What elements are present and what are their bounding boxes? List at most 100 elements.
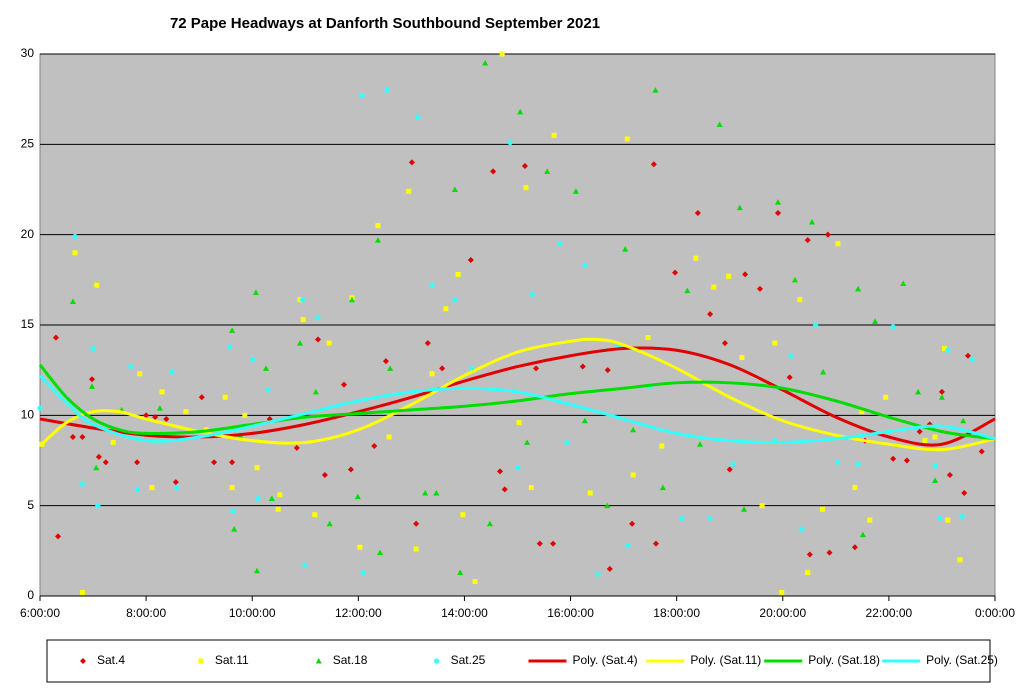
point	[536, 540, 543, 547]
point	[835, 241, 841, 247]
point	[521, 163, 528, 170]
point	[867, 517, 873, 523]
point	[859, 409, 865, 415]
point	[374, 237, 381, 243]
x-tick-label: 10:00:00	[229, 606, 276, 620]
point	[507, 139, 513, 146]
point	[371, 443, 378, 450]
point	[808, 219, 815, 225]
point	[775, 199, 782, 205]
point	[406, 188, 412, 194]
x-tick-label: 12:00:00	[335, 606, 382, 620]
point	[730, 461, 736, 467]
point	[312, 388, 319, 395]
point	[382, 358, 389, 365]
trend-line	[38, 363, 996, 441]
point	[604, 367, 611, 374]
point	[242, 412, 248, 418]
point	[315, 336, 322, 343]
legend-label: Sat.25	[451, 653, 486, 667]
point	[942, 345, 948, 351]
point	[650, 161, 657, 168]
point	[422, 490, 429, 496]
legend-label: Poly. (Sat.18)	[808, 653, 880, 667]
point	[711, 284, 717, 290]
point	[804, 237, 811, 244]
point	[297, 297, 303, 303]
point	[312, 512, 318, 518]
point	[756, 285, 763, 292]
point	[945, 517, 951, 523]
legend-label: Poly. (Sat.25)	[926, 653, 998, 667]
point	[93, 464, 100, 471]
point	[855, 461, 861, 467]
point	[652, 540, 659, 547]
point	[890, 324, 896, 330]
point	[143, 412, 150, 419]
point	[721, 340, 728, 347]
point	[79, 589, 85, 595]
point	[694, 209, 701, 216]
point	[550, 540, 557, 547]
point	[852, 485, 858, 491]
point	[582, 262, 588, 268]
point	[903, 457, 910, 464]
point	[529, 291, 535, 297]
point	[460, 512, 466, 518]
point	[938, 394, 945, 400]
point	[302, 562, 308, 568]
point	[625, 542, 631, 549]
y-tick-label: 5	[27, 498, 34, 512]
point	[408, 159, 415, 166]
point	[72, 250, 78, 256]
point	[263, 365, 270, 371]
point	[820, 506, 826, 512]
point	[624, 136, 630, 142]
point	[516, 420, 522, 426]
point	[813, 322, 819, 328]
y-tick-label: 10	[21, 408, 35, 422]
point	[52, 334, 59, 341]
point	[55, 533, 62, 540]
point	[95, 453, 102, 460]
point	[95, 503, 101, 509]
point	[222, 394, 228, 400]
point	[741, 506, 748, 512]
point	[79, 434, 86, 441]
point	[572, 188, 579, 194]
point	[872, 318, 879, 324]
legend-label: Sat.4	[97, 653, 125, 667]
point	[932, 477, 939, 483]
point	[826, 549, 833, 556]
point	[606, 565, 613, 572]
point	[347, 466, 354, 473]
point	[523, 185, 529, 191]
point	[300, 317, 306, 323]
point	[622, 246, 629, 252]
point	[533, 365, 540, 372]
point	[443, 306, 449, 312]
point	[716, 121, 723, 127]
point	[433, 490, 440, 496]
point	[211, 459, 218, 466]
point	[429, 371, 435, 377]
point	[169, 369, 175, 375]
point	[916, 428, 923, 435]
point	[452, 297, 458, 303]
point	[544, 168, 551, 174]
point	[359, 92, 365, 99]
y-tick-label: 15	[21, 317, 35, 331]
point	[693, 255, 699, 261]
point	[268, 495, 275, 501]
point	[490, 168, 497, 175]
point	[386, 434, 392, 440]
point	[348, 296, 355, 303]
legend-box	[46, 639, 991, 683]
point	[315, 315, 321, 321]
point	[72, 233, 78, 240]
y-tick-label: 30	[21, 46, 35, 60]
point	[659, 443, 665, 449]
point	[659, 484, 666, 491]
point	[791, 276, 798, 283]
point	[149, 485, 155, 491]
